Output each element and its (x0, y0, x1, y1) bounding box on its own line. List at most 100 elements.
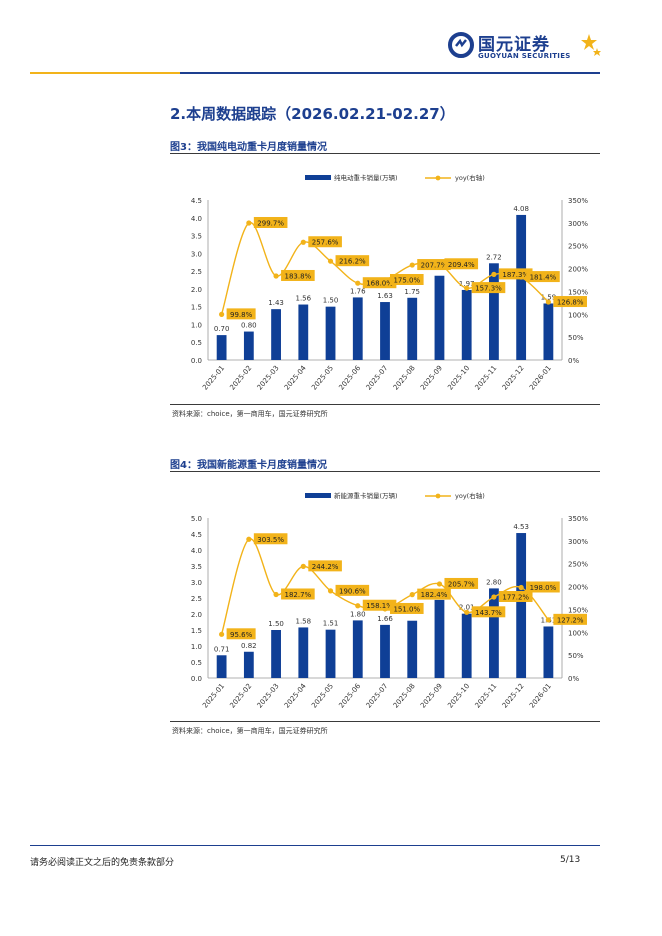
x-tick-label: 2025-04 (283, 364, 308, 392)
yoy-label-box (498, 268, 533, 280)
yoy-point (273, 273, 279, 279)
x-tick-label: 2026-01 (528, 364, 553, 392)
yoy-data-label: 181.4% (530, 274, 557, 282)
yoy-data-label: 95.6% (230, 631, 253, 639)
yoy-point (409, 262, 415, 268)
yoy-point (219, 311, 225, 317)
yoy-point (246, 220, 252, 226)
yoy-label-box (526, 271, 560, 283)
yoy-point (273, 591, 279, 598)
bar (543, 626, 554, 678)
y2-tick-label: 150% (568, 606, 588, 614)
legend-swatch-marker (435, 175, 441, 181)
yoy-data-label: 168.0% (366, 280, 393, 288)
y-tick-label: 1.0 (191, 643, 202, 651)
yoy-point (464, 285, 470, 291)
y-tick-label: 3.0 (191, 579, 202, 587)
yoy-data-label: 151.0% (393, 605, 420, 613)
brand-name-cn: 国元证券 (478, 35, 550, 55)
yoy-data-label: 158.1% (366, 602, 393, 610)
y-tick-label: 4.5 (191, 531, 202, 539)
y2-tick-label: 350% (568, 515, 588, 523)
y2-tick-label: 250% (568, 561, 588, 569)
yoy-data-label: 143.7% (475, 609, 502, 617)
bar-data-label: 1.59 (541, 293, 557, 301)
yoy-point (545, 617, 551, 623)
yoy-label-box (471, 282, 506, 294)
yoy-point (355, 280, 361, 286)
logo-emblem-icon (448, 32, 474, 58)
bar (461, 613, 472, 678)
bar (243, 331, 254, 360)
bar (298, 627, 309, 678)
yoy-point (300, 563, 306, 569)
bar (489, 263, 499, 360)
yoy-data-label: 187.3% (502, 271, 529, 279)
figure-source: 资料来源：choice，第一商用车，国元证券研究所 (172, 727, 328, 735)
bar (271, 309, 281, 360)
bar-data-label: 0.70 (214, 325, 230, 333)
yoy-label-box (444, 258, 479, 270)
x-tick-label: 2025-02 (228, 364, 253, 392)
brand-name-en: GUOYUAN SECURITIES (478, 52, 571, 60)
yoy-point (219, 631, 225, 637)
y-tick-label: 5.0 (191, 515, 202, 523)
yoy-label-box (471, 606, 506, 618)
yoy-label-box (444, 577, 479, 589)
y-tick-label: 0.5 (191, 339, 202, 347)
yoy-data-label: 303.5% (257, 536, 284, 544)
chart-bev-truck-sales: 0.0 0.5 1.0 1.5 2.0 2.5 3.0 3.5 4.0 4.5 0% 50% 100% 1… (191, 173, 589, 392)
bar (298, 304, 309, 360)
y2-tick-label: 0% (568, 675, 579, 683)
y-tick-label: 4.5 (191, 197, 202, 205)
x-tick-label: 2025-08 (392, 682, 417, 710)
figure-rule-bottom (170, 721, 600, 722)
yoy-label-box (226, 628, 256, 640)
legend-swatch-bar (305, 493, 331, 498)
bar-data-label: 1.97 (459, 280, 475, 288)
bar (352, 297, 363, 360)
yoy-data-label: 299.7% (257, 219, 284, 227)
bar-data-label: 0.80 (241, 322, 257, 330)
y2-tick-label: 50% (568, 334, 584, 342)
y2-tick-label: 300% (568, 220, 588, 228)
bar-data-label: 4.53 (513, 523, 529, 531)
yoy-label-box (390, 602, 424, 614)
bar (434, 275, 445, 360)
x-tick-label: 2025-10 (446, 364, 471, 392)
yoy-data-label: 244.2% (312, 563, 339, 571)
bar-data-label: 0.71 (214, 645, 230, 653)
bar (352, 620, 363, 678)
yoy-label-box (281, 588, 315, 600)
footer-disclaimer: 请务必阅读正文之后的免责条款部分 (30, 858, 175, 868)
yoy-label-box (362, 277, 397, 289)
yoy-data-label: 177.2% (502, 593, 529, 601)
bar-data-label: 2.80 (486, 578, 502, 586)
bar (516, 533, 527, 678)
x-tick-label: 2025-12 (501, 682, 526, 710)
y-tick-label: 0.0 (191, 675, 202, 683)
figure-source: 资料来源：choice，第一商用车，国元证券研究所 (172, 410, 328, 418)
yoy-point (518, 584, 524, 591)
y-tick-label: 4.0 (191, 547, 202, 555)
yoy-data-label: 183.8% (285, 272, 312, 280)
y-tick-label: 2.5 (191, 268, 202, 276)
yoy-data-label: 209.4% (448, 261, 475, 269)
section-title: 2.本周数据跟踪（2026.02.21-02.27） (170, 105, 455, 123)
bar-data-label: 4.08 (513, 205, 529, 213)
legend-label-line: yoy(右轴) (455, 173, 485, 182)
bar-data-label: 1.58 (296, 617, 312, 625)
yoy-point (355, 603, 361, 609)
yoy-data-label: 99.8% (230, 311, 253, 319)
legend-label-line: yoy(右轴) (455, 491, 485, 500)
footer-rule (30, 845, 600, 846)
bar (216, 655, 227, 678)
bar (380, 302, 390, 360)
y2-tick-label: 100% (568, 629, 588, 637)
legend-label-bar: 新能源重卡销量(万辆) (334, 491, 398, 500)
yoy-data-label: 205.7% (448, 580, 475, 588)
y-tick-label: 1.5 (191, 627, 202, 635)
yoy-label-box (553, 296, 587, 308)
yoy-label-box (498, 590, 533, 602)
yoy-label-box (390, 274, 424, 285)
